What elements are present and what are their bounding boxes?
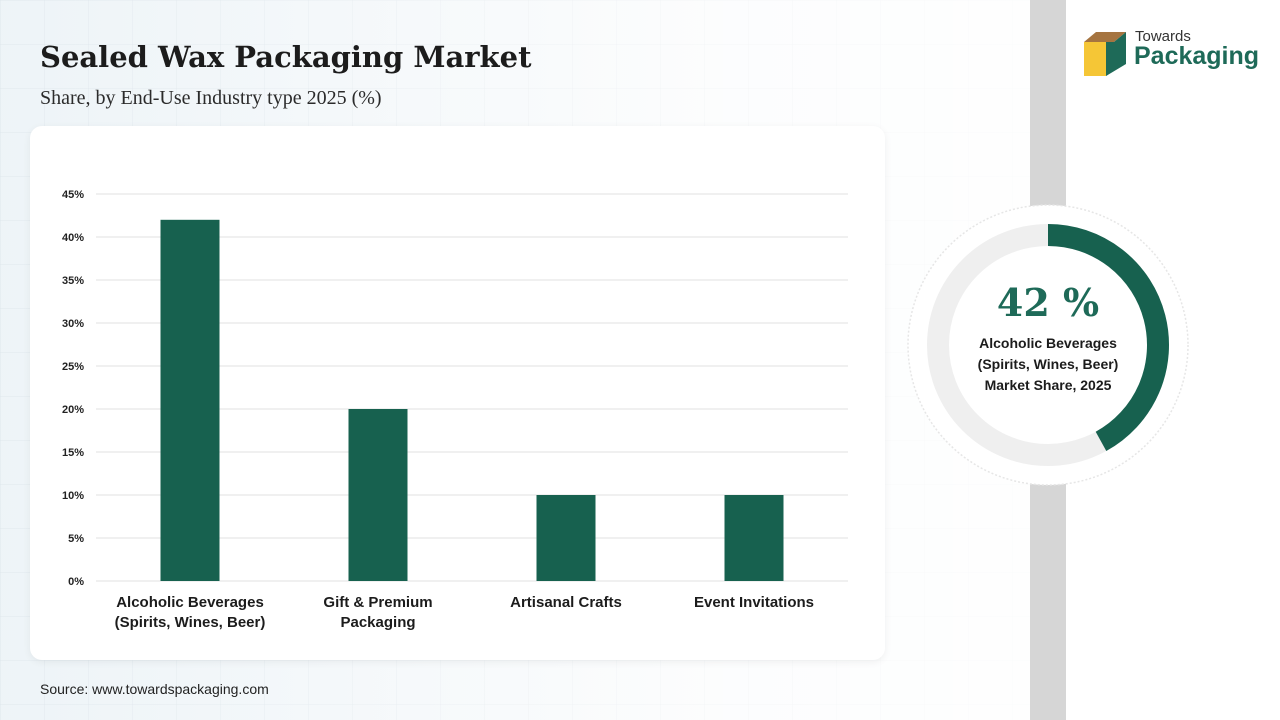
page-subtitle: Share, by End-Use Industry type 2025 (%) <box>40 87 382 109</box>
x-tick-label: Alcoholic Beverages <box>116 594 264 611</box>
y-tick-label: 5% <box>68 533 84 545</box>
bar-chart: 0% 5% 10% 15% 20% 25% 30% 35% 40% 45% Alcoholic Be… <box>62 189 848 631</box>
y-tick-label: 10% <box>62 490 84 502</box>
bar <box>724 495 784 581</box>
x-tick-label: (Spirits, Wines, Beer) <box>115 614 266 631</box>
brand-logo: Towards Packaging <box>1082 28 1262 78</box>
donut-label-line: Alcoholic Beverages <box>979 335 1117 351</box>
box-logo-icon <box>1084 32 1126 76</box>
donut-label-line: (Spirits, Wines, Beer) <box>977 356 1119 372</box>
logo-text-top: Towards <box>1135 28 1191 45</box>
y-tick-label: 25% <box>62 361 84 373</box>
x-tick-label: Event Invitations <box>694 594 814 611</box>
donut-value-arc <box>1047 224 1169 452</box>
donut-label-line: Market Share, 2025 <box>984 377 1112 393</box>
y-tick-label: 35% <box>62 275 84 287</box>
donut-outer-ring <box>907 204 1189 486</box>
highlight-donut: 42 % Alcoholic Beverages (Spirits, Wines… <box>906 203 1190 487</box>
bar <box>160 219 220 582</box>
x-tick-label: Packaging <box>340 614 415 631</box>
y-tick-label: 20% <box>62 404 84 416</box>
donut-percentage: 42 % <box>996 280 1100 325</box>
y-tick-label: 40% <box>62 232 84 244</box>
x-tick-label: Gift & Premium <box>323 594 432 611</box>
x-tick-label: Artisanal Crafts <box>510 594 622 611</box>
donut-chart <box>907 204 1189 486</box>
donut-label: Alcoholic Beverages (Spirits, Wines, Bee… <box>906 333 1190 396</box>
y-tick-label: 30% <box>62 318 84 330</box>
bar <box>536 495 596 581</box>
page-title: Sealed Wax Packaging Market <box>40 40 532 74</box>
bar <box>348 409 408 581</box>
source-note: Source: www.towardspackaging.com <box>40 681 269 697</box>
chart-card: 0% 5% 10% 15% 20% 25% 30% 35% 40% 45% Alcoholic Be… <box>30 126 885 660</box>
logo-text-bottom: Packaging <box>1134 42 1260 70</box>
y-tick-label: 45% <box>62 189 84 201</box>
y-tick-label: 0% <box>68 576 84 588</box>
donut-center: 42 % Alcoholic Beverages (Spirits, Wines… <box>906 279 1190 396</box>
y-tick-label: 15% <box>62 447 84 459</box>
